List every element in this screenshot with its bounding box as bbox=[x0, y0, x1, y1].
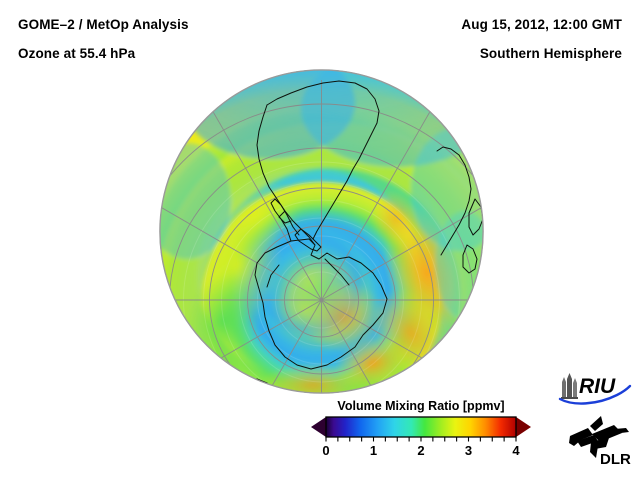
colorbar-swatch bbox=[311, 416, 531, 442]
graticule bbox=[159, 80, 484, 394]
ozone-map-svg bbox=[159, 69, 484, 394]
colorbar-tick-label: 4 bbox=[512, 443, 520, 458]
colorbar-arrow-low bbox=[311, 417, 326, 437]
colorbar: Volume Mixing Ratio [ppmv] 0 1 2 3 4 bbox=[310, 399, 532, 471]
dlr-mark-icon bbox=[569, 416, 629, 458]
riu-logo: RIU bbox=[558, 373, 632, 405]
riu-wordmark: RIU bbox=[579, 375, 616, 398]
dlr-wordmark: DLR bbox=[600, 451, 631, 468]
colorbar-tick-label: 2 bbox=[417, 443, 425, 458]
colorbar-tick-labels: 0 1 2 3 4 bbox=[310, 443, 532, 463]
map-disk bbox=[159, 69, 484, 394]
riu-swoosh-icon bbox=[558, 384, 632, 405]
colorbar-tick-label: 0 bbox=[322, 443, 330, 458]
colorbar-title: Volume Mixing Ratio [ppmv] bbox=[337, 399, 505, 413]
timestamp-label: Aug 15, 2012, 12:00 GMT bbox=[461, 17, 622, 32]
globe-limb bbox=[159, 69, 484, 394]
colorbar-tick-label: 3 bbox=[464, 443, 473, 458]
colorbar-arrow-high bbox=[516, 417, 531, 437]
page-title: GOME–2 / MetOp Analysis bbox=[18, 17, 189, 32]
hemisphere-label: Southern Hemisphere bbox=[479, 46, 622, 61]
ozone-map bbox=[159, 69, 484, 394]
riu-tower-icon bbox=[561, 373, 578, 399]
colorbar-tick-label: 1 bbox=[369, 443, 378, 458]
page-subtitle: Ozone at 55.4 hPa bbox=[18, 46, 136, 61]
south-pole-marker bbox=[319, 298, 324, 302]
dlr-logo: DLR bbox=[569, 416, 631, 468]
